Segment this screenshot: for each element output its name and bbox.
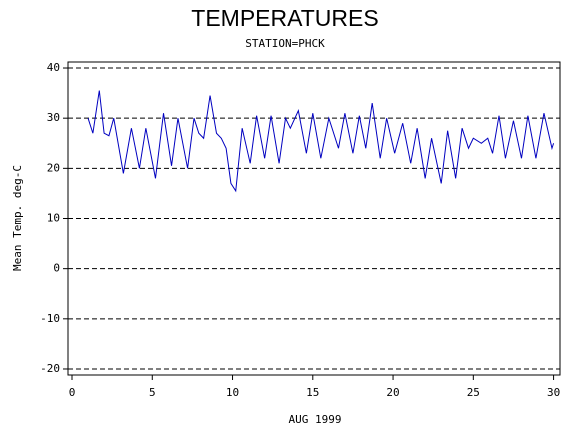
x-tick-label: 5 [149, 386, 156, 399]
x-tick-label: 10 [226, 386, 239, 399]
x-tick-label: 25 [467, 386, 480, 399]
y-tick-label: -20 [40, 362, 60, 375]
x-tick-label: 20 [386, 386, 399, 399]
chart-subtitle: STATION=PHCK [245, 37, 325, 50]
y-tick-label: 30 [47, 111, 60, 124]
y-tick-label: 0 [53, 262, 60, 275]
x-tick-label: 15 [306, 386, 319, 399]
y-tick-label: -10 [40, 312, 60, 325]
x-tick-label: 0 [69, 386, 76, 399]
data-line [87, 90, 555, 193]
x-axis-title: AUG 1999 [289, 413, 342, 426]
x-tick-label: 30 [547, 386, 560, 399]
chart-title: TEMPERATURES [191, 5, 378, 31]
y-tick-label: 20 [47, 161, 60, 174]
y-axis-title: Mean Temp. deg-C [11, 165, 24, 271]
y-tick-label: 10 [47, 212, 60, 225]
y-tick-label: 40 [47, 61, 60, 74]
